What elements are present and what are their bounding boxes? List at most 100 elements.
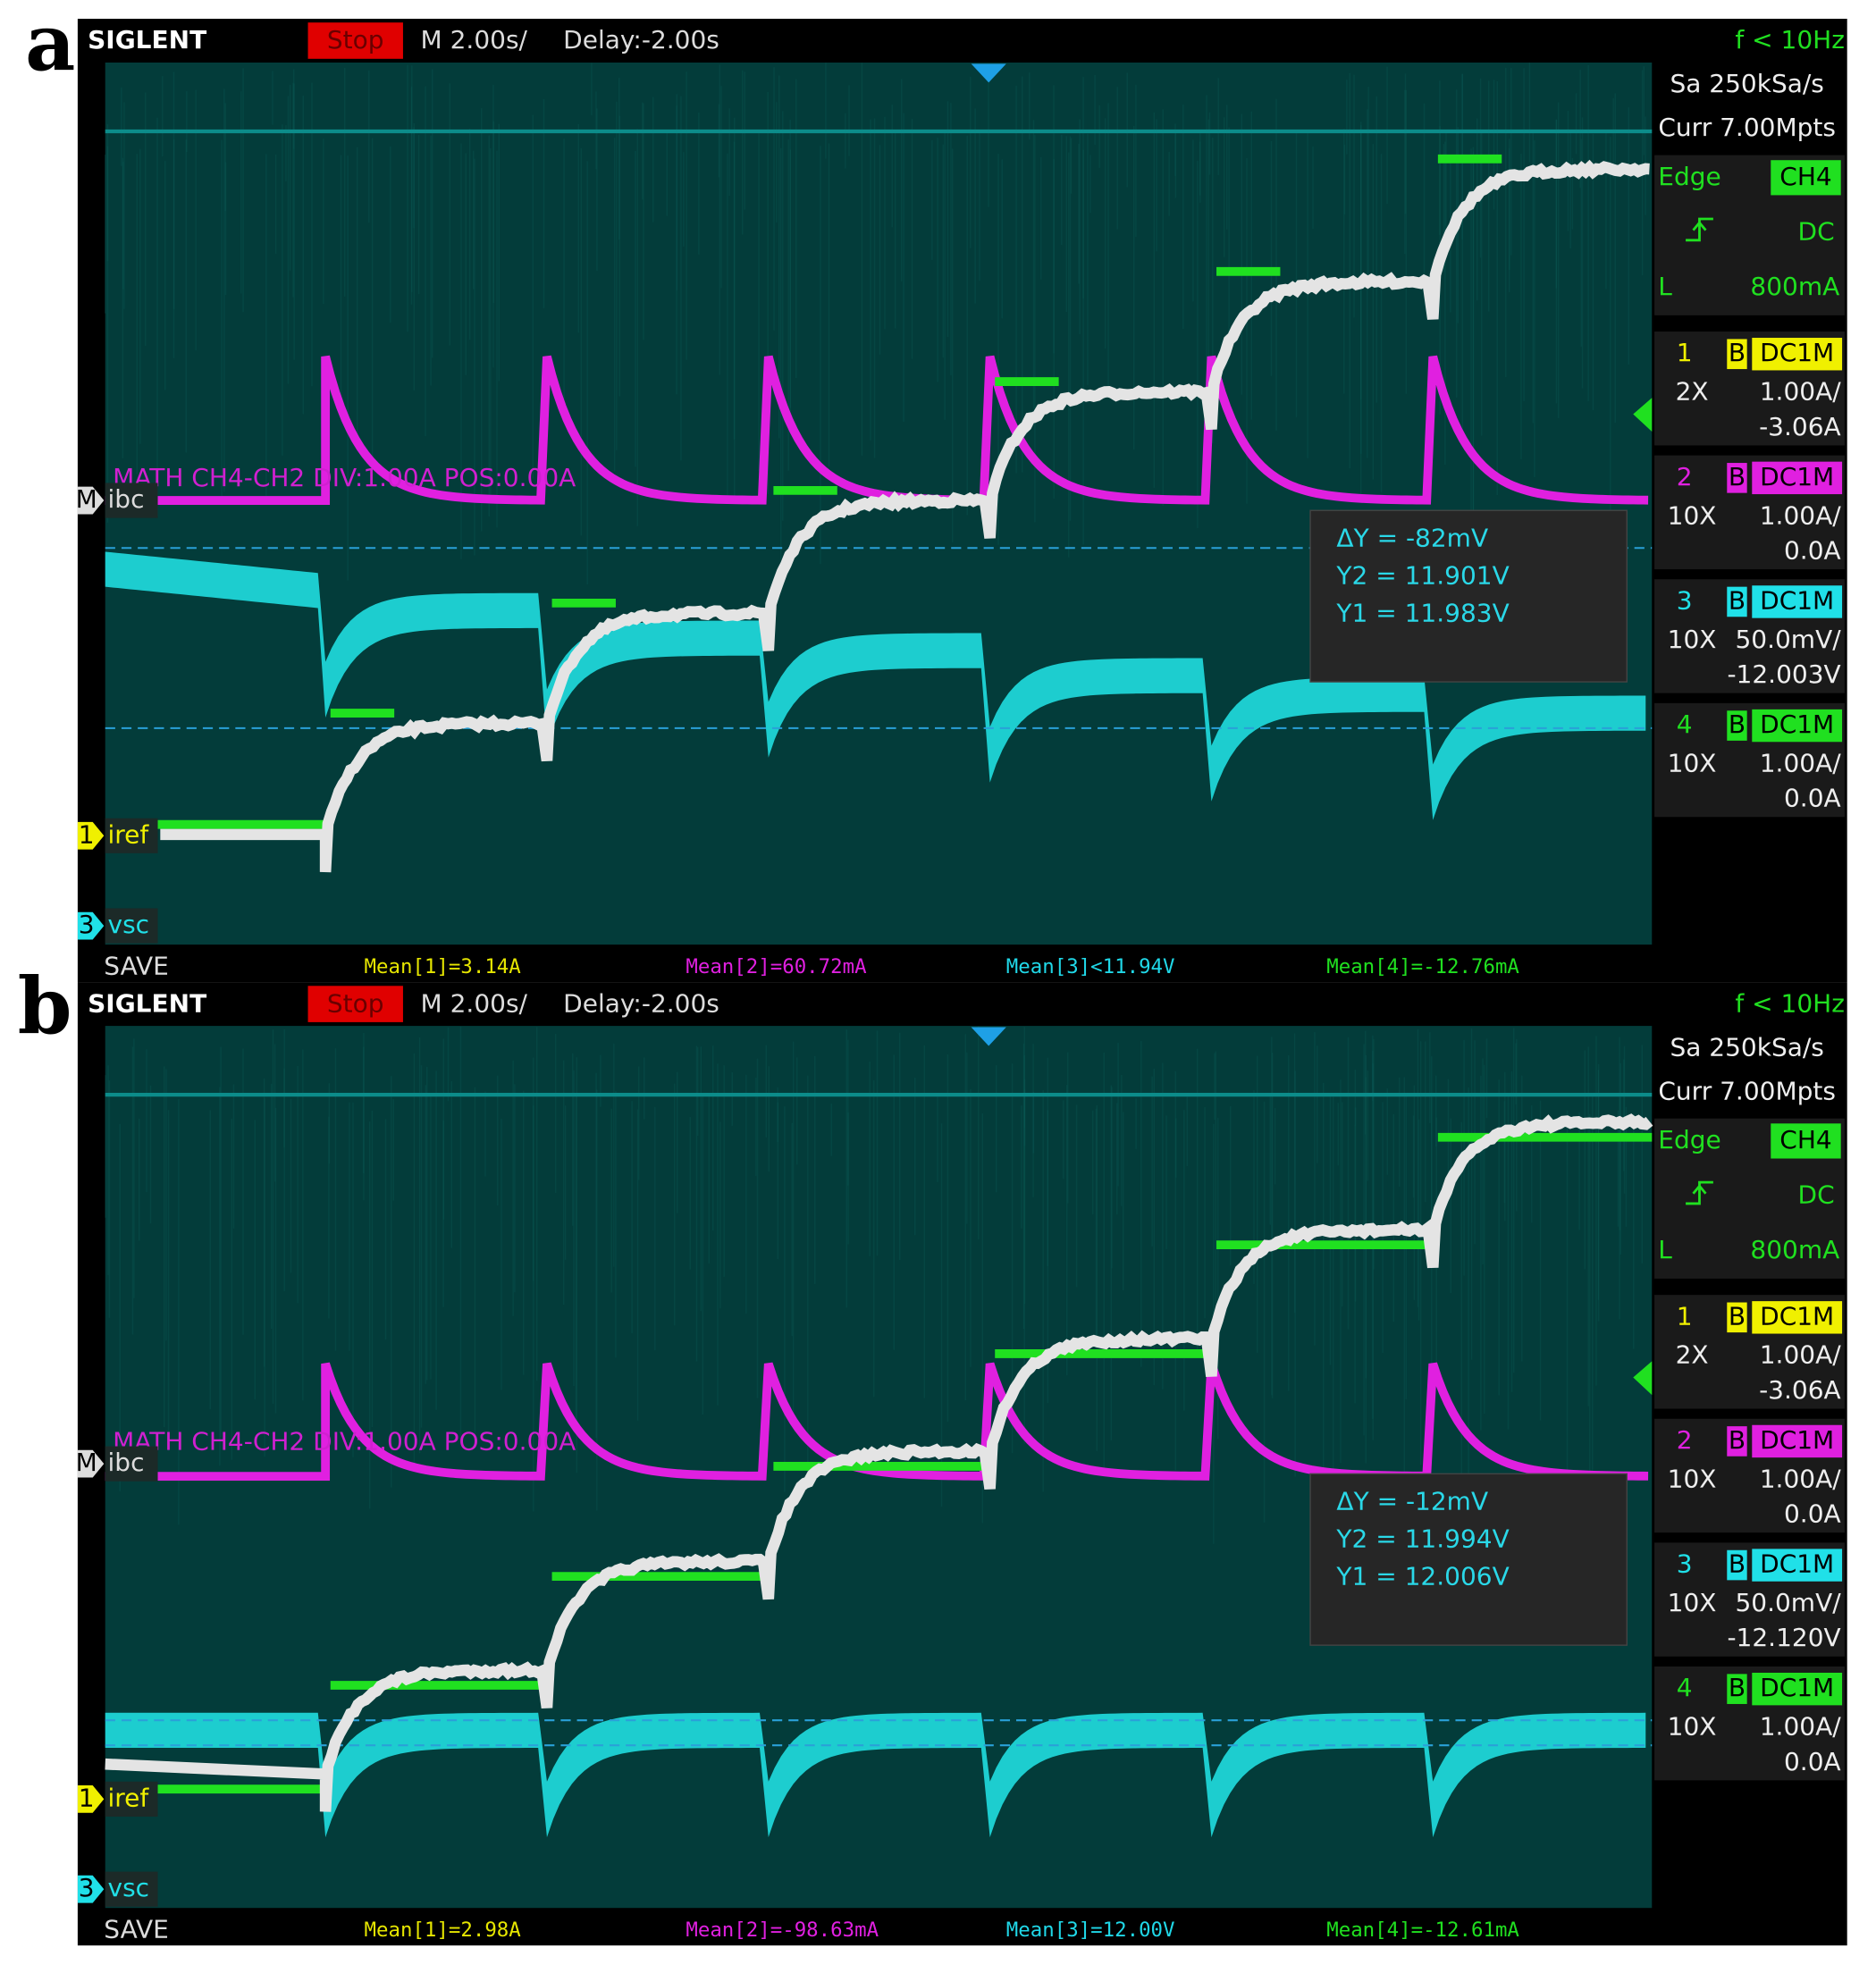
coupling-box bbox=[1752, 1672, 1843, 1706]
channel-coupling: DC1M bbox=[1760, 462, 1834, 491]
save: SAVE bbox=[104, 951, 169, 980]
panel-label: b bbox=[18, 961, 72, 1053]
trace-name-box bbox=[105, 483, 158, 518]
channel-offset: 0.0A bbox=[1784, 1499, 1841, 1529]
ch3-trace bbox=[105, 1712, 1646, 1838]
trigger-src-box bbox=[1771, 1123, 1841, 1159]
trigger-level: 800mA bbox=[1750, 272, 1839, 301]
sample-rate: Sa 250kSa/s bbox=[1670, 69, 1823, 98]
ch1-trace bbox=[160, 159, 1650, 873]
sample-rate: Sa 250kSa/s bbox=[1670, 1032, 1823, 1062]
channel-probe: 2X bbox=[1676, 1340, 1709, 1370]
timebase: M 2.00s/ bbox=[421, 988, 528, 1018]
bw-box bbox=[1727, 586, 1747, 617]
scope-screen: b SIGLENT Stop M 2.00s/Delay:-2.00s f < 10Hz… bbox=[18, 961, 1847, 1946]
coupling-box bbox=[1752, 1424, 1843, 1458]
mean-value: Mean[4]=-12.76mA bbox=[1326, 955, 1519, 978]
trigger-level-marker bbox=[1633, 398, 1653, 432]
trace-marker-text: 1 bbox=[79, 819, 95, 849]
measure-text: ΔY = -82mV bbox=[1336, 523, 1488, 552]
channel-bw: B bbox=[1729, 1301, 1746, 1331]
trigger-level-marker bbox=[1633, 1361, 1653, 1396]
trace-marker-text: M bbox=[76, 1448, 97, 1477]
bw-box bbox=[1727, 1426, 1747, 1457]
channel-offset: -12.003V bbox=[1727, 659, 1840, 689]
channel-bw: B bbox=[1729, 585, 1746, 615]
mean-value: Mean[1]=2.98A bbox=[365, 1918, 522, 1942]
channel-scale: 1.00A/ bbox=[1760, 1340, 1841, 1370]
channel-offset: -12.120V bbox=[1727, 1623, 1840, 1652]
measure-box bbox=[1309, 509, 1628, 683]
trigger-source: CH4 bbox=[1779, 162, 1831, 191]
coupling-box bbox=[1752, 709, 1843, 743]
coupling-box bbox=[1752, 1301, 1843, 1334]
trigger-type: Edge bbox=[1658, 1125, 1720, 1154]
mean-value: Mean[3]<11.94V bbox=[1006, 955, 1175, 978]
trace-name: iref bbox=[108, 819, 150, 849]
channel-probe: 10X bbox=[1668, 1464, 1717, 1493]
status: Stop bbox=[327, 25, 384, 55]
channel-probe: 2X bbox=[1676, 377, 1709, 407]
status-box bbox=[307, 986, 403, 1022]
memory: Curr 7.00Mpts bbox=[1658, 1076, 1836, 1105]
measure-box bbox=[1309, 1473, 1628, 1646]
trigger-pos bbox=[971, 63, 1006, 83]
coupling-box bbox=[1752, 461, 1843, 495]
brand: SIGLENT bbox=[88, 25, 206, 55]
trigger-pos bbox=[971, 1027, 1006, 1046]
mean-value: Mean[1]=3.14A bbox=[365, 955, 522, 978]
channel-bw: B bbox=[1729, 338, 1746, 367]
trigger-freq: f < 10Hz bbox=[1735, 25, 1844, 55]
slope-icon bbox=[1686, 1180, 1713, 1205]
trigger-level-prefix: L bbox=[1658, 1235, 1672, 1264]
slope-icon bbox=[1686, 217, 1713, 242]
scope-screen: a SIGLENT Stop M 2.00s/Delay:-2.00s f < 10Hz… bbox=[25, 0, 1847, 983]
channel-probe: 10X bbox=[1668, 1712, 1717, 1742]
mean-value: Mean[2]=-98.63mA bbox=[686, 1918, 879, 1942]
trace-marker bbox=[77, 486, 105, 515]
mean-value: Mean[3]=12.00V bbox=[1006, 1918, 1175, 1942]
trigger-src-box bbox=[1771, 160, 1841, 196]
channel-scale: 1.00A/ bbox=[1760, 500, 1841, 530]
channel-probe: 10X bbox=[1668, 500, 1717, 530]
channel-bw: B bbox=[1729, 1425, 1746, 1455]
channel-probe: 10X bbox=[1668, 625, 1717, 654]
channel-bw: B bbox=[1729, 709, 1746, 739]
bw-box bbox=[1727, 339, 1747, 370]
channel-offset: 0.0A bbox=[1784, 1747, 1841, 1776]
memory: Curr 7.00Mpts bbox=[1658, 113, 1836, 142]
channel-coupling: DC1M bbox=[1760, 1673, 1834, 1702]
bw-box bbox=[1727, 1674, 1747, 1704]
status-box bbox=[307, 22, 403, 59]
bw-box bbox=[1727, 1549, 1747, 1581]
ch3-trace bbox=[105, 551, 1646, 820]
trigger-coupling: DC bbox=[1798, 1180, 1835, 1210]
channel-number: 3 bbox=[1677, 585, 1693, 615]
channel-number: 3 bbox=[1677, 1549, 1693, 1579]
channel-coupling: DC1M bbox=[1760, 585, 1834, 615]
trace-name-box bbox=[105, 908, 158, 944]
channel-bw: B bbox=[1729, 1549, 1746, 1579]
channel-offset: -3.06A bbox=[1759, 1375, 1841, 1405]
trace-marker bbox=[77, 821, 105, 850]
channel-number: 2 bbox=[1677, 462, 1693, 491]
channel-probe: 10X bbox=[1668, 1588, 1717, 1617]
math-label: MATH CH4-CH2 DIV:1.00A POS:0.00A bbox=[113, 1426, 576, 1456]
mean-value: Mean[4]=-12.61mA bbox=[1326, 1918, 1519, 1942]
trace-marker bbox=[77, 1784, 105, 1813]
channel-coupling: DC1M bbox=[1760, 338, 1834, 367]
measure-text: ΔY = -12mV bbox=[1336, 1487, 1488, 1516]
channel-scale: 1.00A/ bbox=[1760, 1712, 1841, 1742]
trace-marker-text: 3 bbox=[79, 910, 95, 939]
measure-text: Y2 = 11.994V bbox=[1335, 1524, 1509, 1554]
measure-text: Y2 = 11.901V bbox=[1335, 560, 1509, 590]
channel-scale: 1.00A/ bbox=[1760, 748, 1841, 777]
trigger-type: Edge bbox=[1658, 162, 1720, 191]
delay: Delay:-2.00s bbox=[563, 25, 719, 55]
trigger-source: CH4 bbox=[1779, 1125, 1831, 1154]
channel-scale: 1.00A/ bbox=[1760, 1464, 1841, 1493]
bw-box bbox=[1727, 710, 1747, 741]
trace-name-box bbox=[105, 1446, 158, 1482]
trace-marker-text: M bbox=[76, 484, 97, 514]
